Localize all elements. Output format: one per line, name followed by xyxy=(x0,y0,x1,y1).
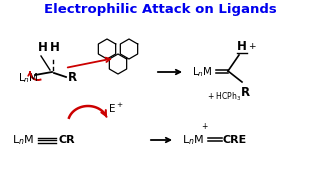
Text: L$_n$M: L$_n$M xyxy=(12,133,34,147)
Text: R: R xyxy=(68,71,77,84)
Text: H: H xyxy=(38,41,48,54)
Text: +: + xyxy=(201,122,207,131)
Text: L$_n$M: L$_n$M xyxy=(182,133,204,147)
Text: E$^+$: E$^+$ xyxy=(108,102,124,115)
Text: CRE: CRE xyxy=(223,135,247,145)
Text: CR: CR xyxy=(58,135,75,145)
Text: H: H xyxy=(237,40,247,53)
Text: + HCPh$_3$: + HCPh$_3$ xyxy=(207,90,241,102)
Text: L$_n$M: L$_n$M xyxy=(18,71,39,85)
Text: +: + xyxy=(248,42,255,51)
Text: H: H xyxy=(50,41,60,54)
Text: Electrophilic Attack on Ligands: Electrophilic Attack on Ligands xyxy=(44,3,276,16)
Text: L$_n$M: L$_n$M xyxy=(192,65,213,79)
Text: R: R xyxy=(240,86,250,99)
